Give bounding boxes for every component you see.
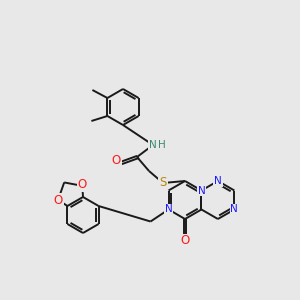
Text: O: O	[180, 235, 190, 248]
Text: N: N	[165, 205, 172, 214]
Text: O: O	[78, 178, 87, 191]
Text: O: O	[111, 154, 121, 167]
Text: N: N	[149, 140, 157, 150]
Text: H: H	[158, 140, 166, 150]
Text: N: N	[198, 185, 205, 196]
Text: N: N	[230, 205, 238, 214]
Text: N: N	[214, 176, 222, 186]
Text: O: O	[53, 194, 63, 207]
Text: S: S	[159, 176, 167, 190]
